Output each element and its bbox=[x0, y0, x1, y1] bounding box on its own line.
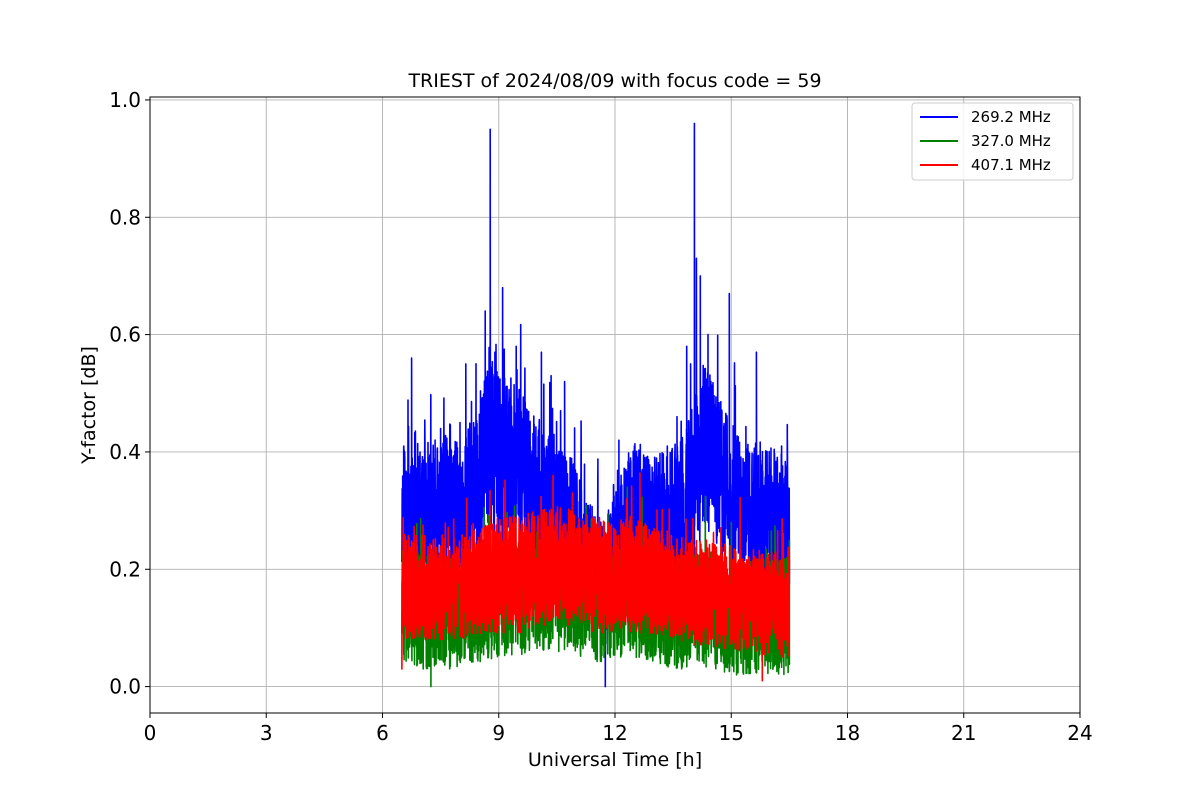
y-tick-label: 0.8 bbox=[109, 205, 141, 229]
x-tick-label: 18 bbox=[835, 721, 860, 745]
x-tick-label: 6 bbox=[376, 721, 389, 745]
x-tick-label: 0 bbox=[144, 721, 157, 745]
legend-label-269: 269.2 MHz bbox=[971, 108, 1051, 126]
y-tick-label: 0.4 bbox=[109, 440, 141, 464]
x-tick-label: 9 bbox=[492, 721, 505, 745]
legend-box bbox=[911, 102, 1074, 181]
y-axis-label: Y-factor [dB] bbox=[78, 346, 100, 465]
chart-title: TRIEST of 2024/08/09 with focus code = 5… bbox=[407, 70, 821, 92]
y-tick-label: 1.0 bbox=[109, 88, 141, 112]
x-tick-label: 12 bbox=[602, 721, 627, 745]
y-tick-label: 0.2 bbox=[109, 557, 141, 581]
x-tick-label: 24 bbox=[1067, 721, 1092, 745]
x-axis-label: Universal Time [h] bbox=[528, 749, 702, 771]
x-tick-label: 3 bbox=[260, 721, 273, 745]
axis-ticks: 0 3 6 9 12 15 18 21 24 0.0 0.2 0.4 0.6 0.8 1.0 bbox=[109, 88, 1093, 745]
x-tick-label: 21 bbox=[951, 721, 976, 745]
plot-area bbox=[401, 122, 791, 688]
legend: 269.2 MHz 327.0 MHz 407.1 MHz bbox=[911, 102, 1074, 181]
series-line-2 bbox=[401, 472, 791, 682]
legend-label-407: 407.1 MHz bbox=[971, 156, 1051, 174]
x-tick-label: 15 bbox=[719, 721, 744, 745]
y-tick-label: 0.0 bbox=[109, 675, 141, 699]
y-tick-label: 0.6 bbox=[109, 323, 141, 347]
legend-label-327: 327.0 MHz bbox=[971, 132, 1051, 150]
